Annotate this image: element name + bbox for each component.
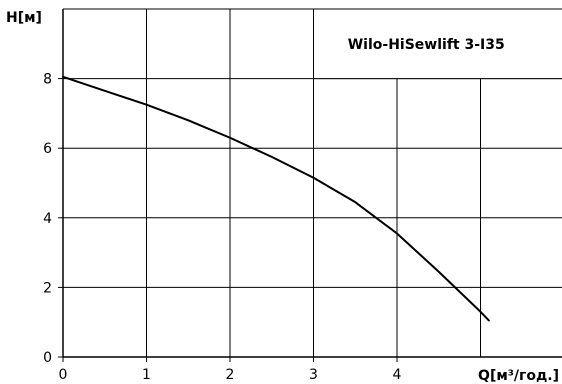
legend-layer: Wilo-HiSewlift 3-I35	[313, 8, 562, 80]
legend-entry: Wilo-HiSewlift 3-I35	[348, 37, 505, 53]
x-tick-label: 1	[142, 367, 151, 383]
y-axis-label: H[м]	[6, 10, 42, 26]
y-tick-label: 8	[43, 72, 52, 88]
y-tick-label: 4	[43, 211, 52, 227]
label-layer: 0 2 4 6 8 0 1 2 3 4 H[м] Q[м³/год.]	[6, 10, 559, 384]
x-tick-label: 3	[309, 367, 318, 383]
x-axis-label: Q[м³/год.]	[478, 368, 559, 384]
series-line	[62, 75, 490, 322]
x-tick-label: 0	[59, 367, 68, 383]
axis-layer	[58, 9, 562, 362]
y-tick-label: 0	[43, 350, 52, 366]
x-tick-label: 4	[393, 367, 402, 383]
x-tick-label: 2	[226, 367, 235, 383]
legend-box	[313, 8, 562, 80]
y-tick-label: 6	[43, 141, 52, 157]
series-layer	[62, 75, 490, 322]
y-tick-label: 2	[43, 280, 52, 296]
